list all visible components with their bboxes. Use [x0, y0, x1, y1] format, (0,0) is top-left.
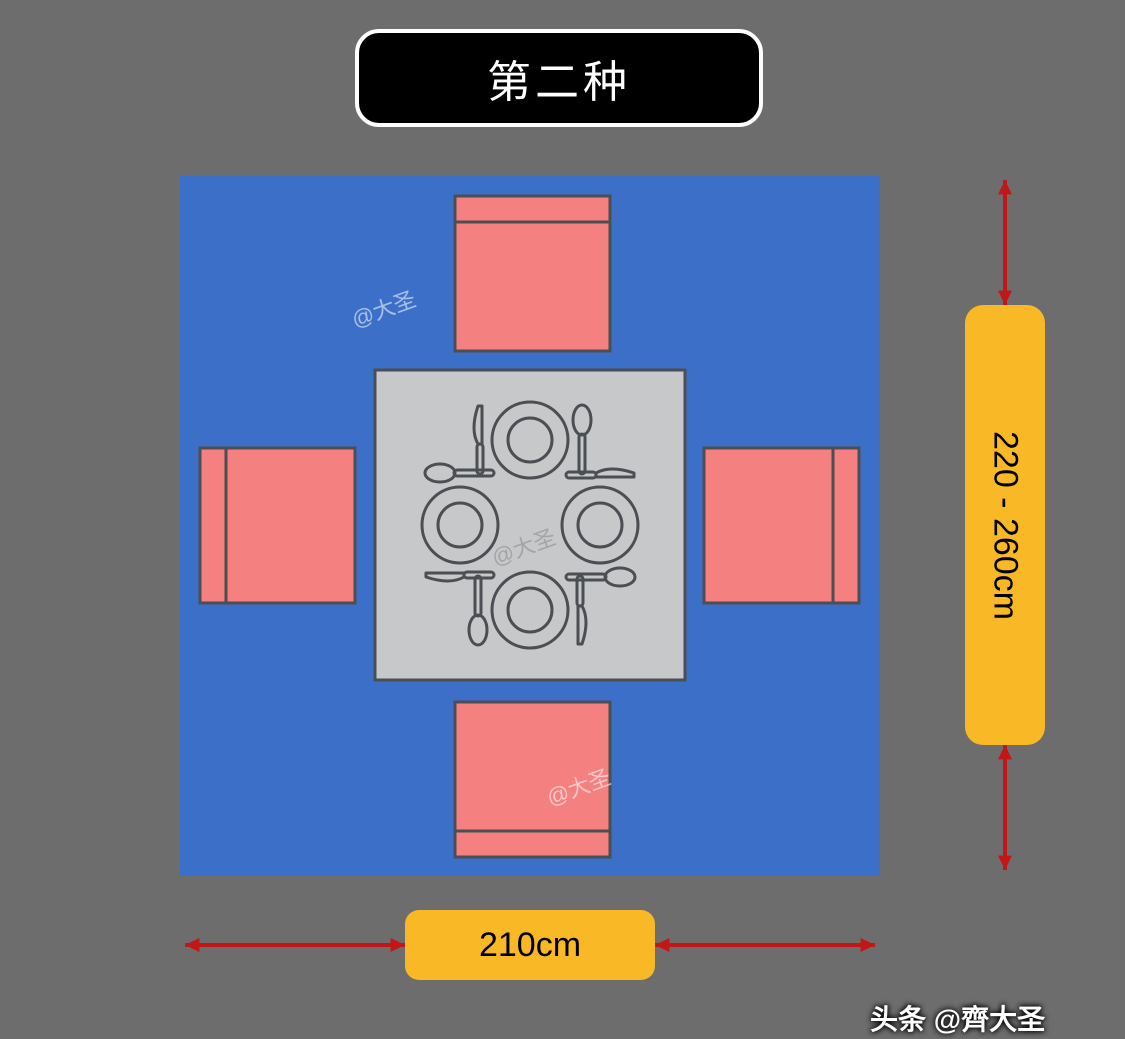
chair-bottom — [455, 702, 610, 857]
title-box: 第二种 — [355, 29, 763, 127]
chair-top — [455, 196, 610, 351]
chair-right — [704, 448, 859, 603]
dimension-height-label: 220 - 260cm — [965, 305, 1045, 745]
footer-credit: 头条 @齊大圣 — [870, 998, 1045, 1038]
chair-left — [200, 448, 355, 603]
dimension-width-label: 210cm — [405, 910, 655, 980]
